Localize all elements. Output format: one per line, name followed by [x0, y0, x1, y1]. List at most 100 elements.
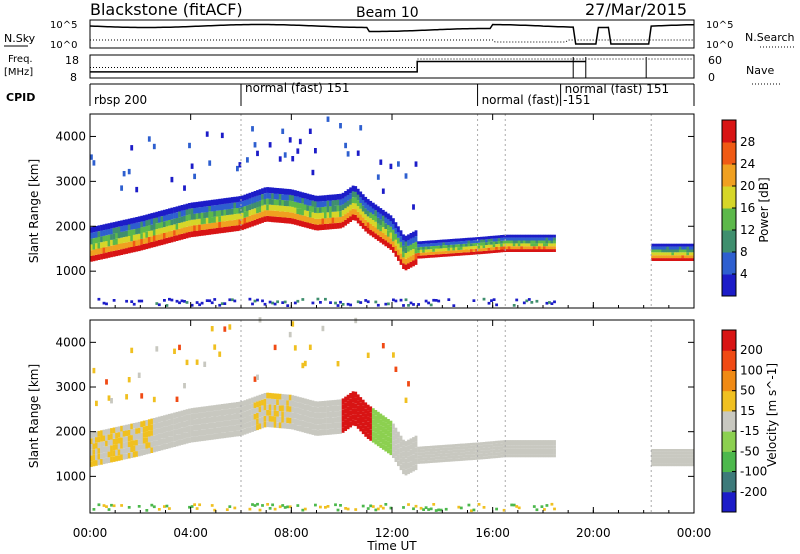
- velocity-scatter-echo: [308, 344, 312, 350]
- power-echo-cell: [306, 216, 310, 223]
- velocity-echo-cell: [427, 451, 431, 455]
- velocity-echo-cell: [462, 449, 466, 453]
- power-echo-cell: [417, 250, 421, 253]
- power-echo-cell: [112, 227, 116, 234]
- power-echo-cell: [173, 235, 176, 242]
- velocity-echo-cell: [178, 411, 181, 417]
- velocity-ground-echo: [482, 506, 486, 509]
- power-echo-cell: [273, 205, 277, 211]
- velocity-ground-echo: [381, 506, 385, 510]
- velocity-echo-cell: [394, 450, 398, 457]
- power-echo-cell: [223, 215, 227, 222]
- power-echo-cell: [691, 249, 695, 253]
- velocity-echo-cell: [271, 398, 275, 405]
- power-echo-cell: [218, 198, 222, 205]
- power-echo-cell: [444, 248, 448, 251]
- power-echo-cell: [256, 213, 259, 219]
- power-ground-echo: [429, 303, 433, 307]
- velocity-echo-cell: [198, 412, 202, 419]
- power-echo-cell: [241, 201, 244, 208]
- velocity-echo-cell: [193, 424, 197, 431]
- power-echo-cell: [261, 217, 264, 223]
- power-echo-cell: [689, 258, 692, 261]
- power-echo-cell: [369, 218, 373, 224]
- velocity-ground-echo: [334, 503, 337, 507]
- velocity-echo-cell: [210, 411, 214, 417]
- velocity-ground-echo: [193, 503, 197, 506]
- power-echo-cell: [336, 222, 340, 229]
- velocity-echo-cell: [387, 430, 390, 437]
- power-echo-cell: [497, 235, 501, 239]
- velocity-echo-cell: [97, 430, 101, 437]
- velocity-ground-echo: [371, 505, 375, 508]
- velocity-ground-echo: [261, 504, 264, 507]
- velocity-echo-cell: [454, 455, 458, 459]
- power-ground-echo: [311, 301, 315, 305]
- velocity-echo-cell: [203, 429, 207, 435]
- power-echo-cell: [210, 205, 214, 212]
- velocity-echo-cell: [170, 419, 174, 425]
- velocity-echo-cell: [371, 436, 375, 443]
- velocity-echo-cell: [548, 448, 551, 452]
- power-echo-cell: [190, 202, 194, 209]
- velocity-echo-cell: [538, 445, 541, 449]
- power-echo-cell: [110, 222, 113, 229]
- velocity-echo-cell: [190, 425, 194, 431]
- velocity-echo-cell: [467, 454, 471, 458]
- velocity-ground-echo: [515, 505, 519, 508]
- power-echo-cell: [105, 241, 108, 247]
- power-echo-cell: [253, 202, 257, 209]
- power-echo-cell: [324, 206, 327, 213]
- power-echo-cell: [487, 236, 491, 239]
- power-echo-cell: [412, 243, 415, 249]
- velocity-echo-cell: [246, 428, 249, 434]
- velocity-echo-cell: [394, 456, 398, 462]
- velocity-echo-cell: [329, 411, 332, 418]
- velocity-echo-cell: [90, 461, 93, 467]
- power-echo-cell: [454, 238, 458, 242]
- power-echo-cell: [344, 196, 348, 203]
- power-echo-cell: [671, 258, 675, 261]
- velocity-echo-cell: [653, 463, 657, 467]
- power-echo-cell: [482, 239, 486, 243]
- power-echo-cell: [371, 225, 375, 232]
- power-echo-cell: [253, 196, 257, 203]
- velocity-echo-cell: [683, 454, 687, 458]
- power-echo-cell: [122, 248, 126, 255]
- velocity-echo-cell: [165, 426, 169, 432]
- power-echo-cell: [288, 206, 292, 213]
- velocity-echo-cell: [470, 457, 473, 461]
- power-echo-cell: [276, 216, 280, 223]
- velocity-echo-cell: [527, 451, 531, 455]
- power-ground-echo: [522, 301, 526, 305]
- velocity-ground-echo: [120, 504, 124, 507]
- velocity-echo-cell: [228, 408, 232, 415]
- power-echo-cell: [306, 222, 310, 229]
- power-echo-cell: [180, 233, 184, 240]
- velocity-echo-cell: [334, 417, 337, 423]
- velocity-echo-cell: [497, 449, 501, 453]
- velocity-echo-cell: [427, 446, 431, 449]
- velocity-echo-cell: [495, 440, 499, 444]
- velocity-echo-cell: [97, 453, 101, 460]
- power-echo-cell: [145, 243, 149, 250]
- power-echo-cell: [132, 229, 136, 235]
- velocity-echo-cell: [203, 406, 207, 413]
- velocity-echo-cell: [225, 432, 229, 438]
- velocity-echo-cell: [540, 445, 544, 449]
- velocity-ground-echo: [366, 507, 370, 510]
- power-echo-cell: [495, 247, 499, 250]
- velocity-echo-cell: [301, 415, 305, 421]
- power-ground-echo: [356, 300, 360, 304]
- power-ground-echo: [424, 299, 428, 303]
- power-echo-cell: [691, 258, 695, 261]
- velocity-echo-cell: [157, 428, 161, 434]
- power-echo-cell: [334, 205, 337, 212]
- velocity-echo-cell: [178, 434, 181, 440]
- power-scatter-echo: [208, 160, 212, 166]
- velocity-echo-cell: [326, 412, 330, 418]
- power-echo-cell: [185, 203, 189, 210]
- velocity-echo-cell: [505, 448, 509, 452]
- velocity-echo-cell: [286, 394, 290, 401]
- power-echo-cell: [147, 225, 151, 232]
